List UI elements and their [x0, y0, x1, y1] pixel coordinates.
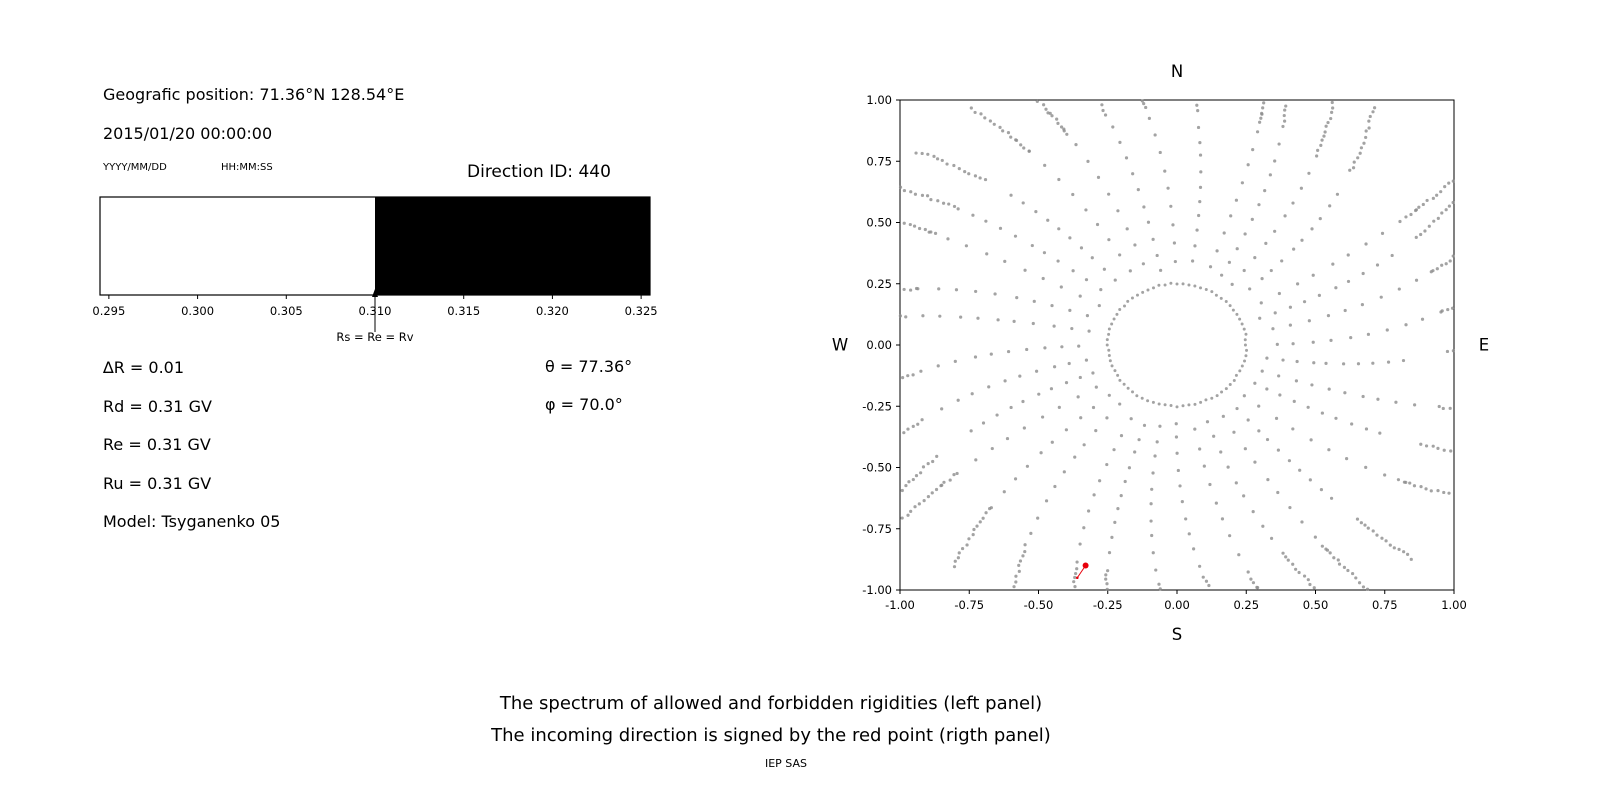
re-label: Re = 0.31 GV: [103, 435, 211, 454]
tick-label: 1.00: [866, 93, 892, 107]
direction-x-axis: -1.00 -0.75 -0.50 -0.25 0.00 0.25 0.50 0.75 1.00: [885, 590, 1467, 612]
tick-label: 0.50: [866, 216, 892, 230]
tick-label: -0.75: [954, 598, 984, 612]
direction-y-axis: 1.00 0.75 0.50 0.25 0.00 -0.25 -0.50 -0.75 -1.00: [862, 93, 900, 597]
tick-label: 0.305: [270, 304, 303, 318]
tick-label: 0.75: [866, 154, 892, 168]
tick-label: 0.300: [181, 304, 214, 318]
compass-west-label: W: [832, 336, 848, 355]
tick-label: -0.50: [1024, 598, 1054, 612]
tick-label: -1.00: [862, 583, 892, 597]
tick-label: 0.320: [536, 304, 569, 318]
datetime-label: 2015/01/20 00:00:00: [103, 124, 273, 143]
spectrum-segment-allowed: [100, 197, 375, 295]
compass-south-label: S: [1172, 625, 1182, 644]
red-point-tail-dot: [1075, 576, 1079, 580]
red-point-dot: [1082, 562, 1089, 569]
tick-label: 0.25: [1233, 598, 1259, 612]
info-lines: ∆R = 0.01 Rd = 0.31 GV Re = 0.31 GV Ru =…: [103, 356, 280, 534]
red-point: [1075, 562, 1089, 580]
tick-label: 0.325: [625, 304, 658, 318]
tick-label: 0.50: [1303, 598, 1329, 612]
credit-label: IEP SAS: [764, 757, 808, 770]
tick-label: 0.25: [866, 277, 892, 291]
geo-position-label: Geografic position: 71.36°N 128.54°E: [103, 85, 405, 104]
tick-label: 0.315: [447, 304, 480, 318]
asymptotic-direction-dots: [898, 99, 1455, 591]
phi-label: φ = 70.0°: [545, 395, 623, 414]
direction-id-label: Direction ID: 440: [467, 162, 611, 182]
caption-line-2: The incoming direction is signed by the …: [491, 725, 1051, 746]
marker-arrow: Rs = Re = Rv: [336, 289, 414, 344]
marker-label: Rs = Re = Rv: [336, 330, 413, 344]
compass-east-label: E: [1479, 336, 1489, 355]
tick-label: -0.25: [1093, 598, 1123, 612]
tick-label: -0.75: [862, 522, 892, 536]
date-format-label: YYYY/MM/DD: [103, 162, 167, 173]
tick-label: 0.75: [1372, 598, 1398, 612]
compass-north-label: N: [1171, 62, 1183, 81]
tick-label: 0.00: [866, 338, 892, 352]
marker-arrow-head: [372, 289, 378, 297]
direction-chart: -1.00 -0.75 -0.50 -0.25 0.00 0.25 0.50 0.75 1.00…: [832, 62, 1489, 644]
tick-label: 1.00: [1441, 598, 1467, 612]
caption-line-1: The spectrum of allowed and forbidden ri…: [499, 693, 1043, 714]
spectrum-x-axis: 0.295 0.300 0.305 0.310 0.315 0.320 0.325: [92, 295, 658, 318]
model-label: Model: Tsyganenko 05: [103, 512, 281, 531]
delta-r-label: ∆R = 0.01: [103, 358, 185, 377]
tick-label: -0.50: [862, 461, 892, 475]
tick-label: -1.00: [885, 598, 915, 612]
tick-label: 0.00: [1164, 598, 1190, 612]
time-format-label: HH:MM:SS: [221, 162, 273, 173]
ru-label: Ru = 0.31 GV: [103, 473, 212, 493]
tick-label: -0.25: [862, 399, 892, 413]
spectrum-segment-forbidden: [375, 197, 650, 295]
theta-label: θ = 77.36°: [545, 357, 633, 376]
rd-label: Rd = 0.31 GV: [103, 396, 212, 416]
tick-label: 0.295: [92, 304, 125, 318]
direction-plot-box: [899, 99, 1455, 591]
caption: The spectrum of allowed and forbidden ri…: [0, 688, 1542, 776]
